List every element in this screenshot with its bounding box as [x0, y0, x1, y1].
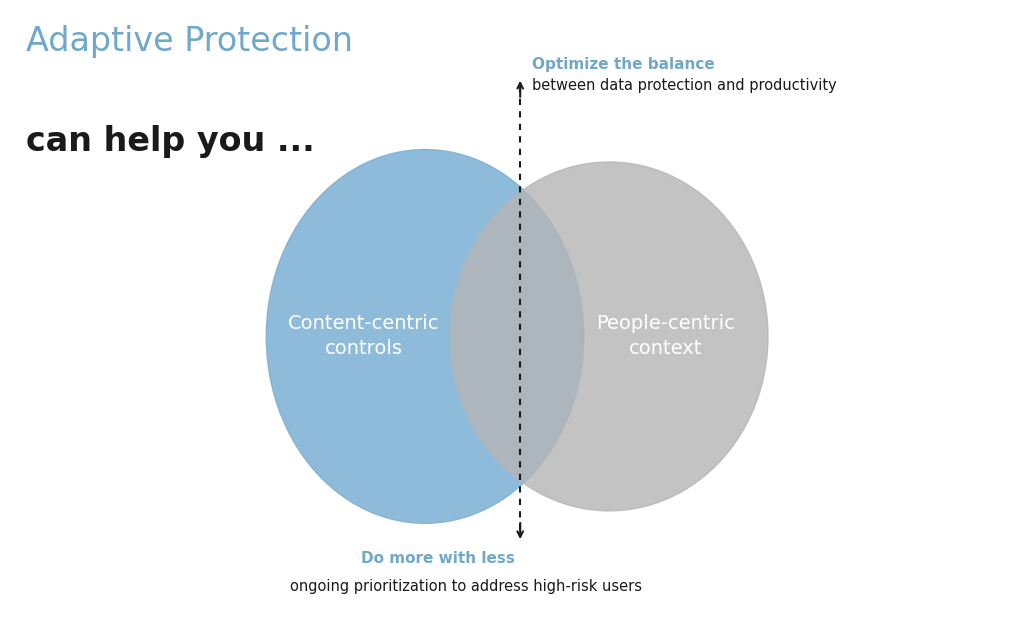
Text: ongoing prioritization to address high-risk users: ongoing prioritization to address high-r…	[290, 579, 642, 594]
Text: People-centric
context: People-centric context	[596, 315, 735, 358]
Text: Content-centric
controls: Content-centric controls	[288, 315, 439, 358]
Text: Adaptive Protection: Adaptive Protection	[26, 25, 352, 58]
Text: Do more with less: Do more with less	[361, 551, 515, 566]
Text: between data protection and productivity: between data protection and productivity	[532, 78, 838, 93]
Text: can help you ...: can help you ...	[26, 125, 314, 158]
Ellipse shape	[451, 162, 768, 511]
Text: Optimize the balance: Optimize the balance	[532, 57, 715, 72]
Ellipse shape	[266, 150, 584, 523]
